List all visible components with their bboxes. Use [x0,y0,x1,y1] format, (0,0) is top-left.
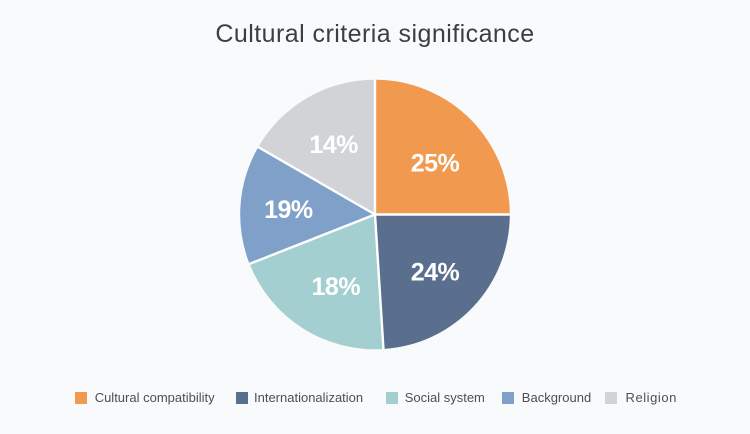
svg-text:19%: 19% [264,196,313,224]
svg-text:25%: 25% [411,149,460,177]
svg-text:14%: 14% [309,131,358,159]
svg-text:24%: 24% [411,258,460,286]
svg-text:18%: 18% [312,273,361,301]
